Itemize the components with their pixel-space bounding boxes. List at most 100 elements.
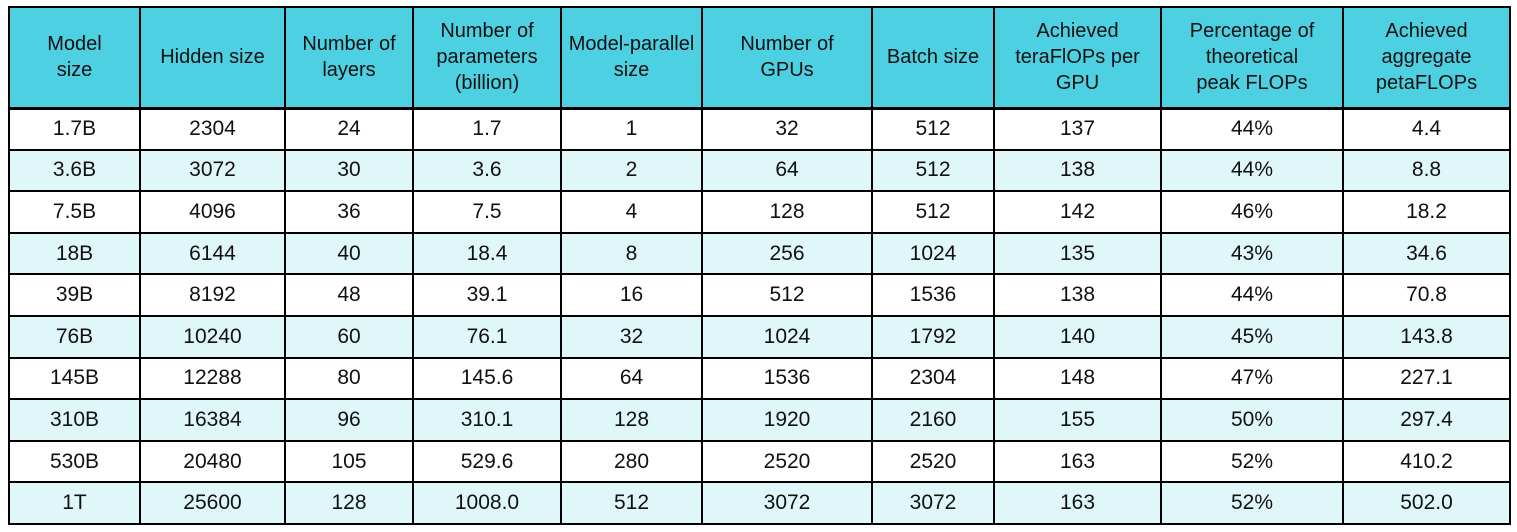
table-cell: 39.1	[412, 273, 562, 317]
table-cell: 1920	[701, 398, 873, 442]
table-cell: 52%	[1160, 439, 1344, 484]
table-cell: 39B	[8, 273, 141, 317]
column-header: Batch size	[871, 6, 995, 110]
table-cell: 24	[284, 107, 414, 151]
table-row: 3.6B 3072 30 3.6 2 64 512 138 44% 8.8	[8, 148, 1511, 193]
table-cell: 76.1	[412, 314, 562, 359]
table-cell: 138	[993, 148, 1162, 193]
table-cell: 2304	[871, 356, 995, 401]
table-cell: 34.6	[1342, 231, 1511, 276]
table-cell: 502.0	[1342, 481, 1511, 525]
table-cell: 4.4	[1342, 107, 1511, 151]
table-cell: 4	[560, 190, 703, 234]
table-cell: 297.4	[1342, 398, 1511, 442]
table-cell: 44%	[1160, 273, 1344, 317]
table-cell: 40	[284, 231, 414, 276]
table-cell: 36	[284, 190, 414, 234]
table-cell: 1.7	[412, 107, 562, 151]
table-cell: 7.5B	[8, 190, 141, 234]
header-row: Model size Hidden size Number of layers Num…	[8, 6, 1511, 110]
table-cell: 18.2	[1342, 190, 1511, 234]
table-cell: 10240	[139, 314, 286, 359]
column-header: Achieved teraFlOPs per GPU	[993, 6, 1162, 110]
table-header: Model size Hidden size Number of layers Num…	[8, 6, 1511, 110]
table-cell: 135	[993, 231, 1162, 276]
table-cell: 1536	[701, 356, 873, 401]
table-cell: 280	[560, 439, 703, 484]
table-cell: 44%	[1160, 148, 1344, 193]
table-cell: 512	[871, 148, 995, 193]
table-row: 310B 16384 96 310.1 128 1920 2160 155 50% 297.4	[8, 398, 1511, 442]
table-cell: 163	[993, 439, 1162, 484]
table-cell: 30	[284, 148, 414, 193]
table-cell: 4096	[139, 190, 286, 234]
table-cell: 1536	[871, 273, 995, 317]
table-cell: 43%	[1160, 231, 1344, 276]
table-cell: 163	[993, 481, 1162, 525]
table-cell: 148	[993, 356, 1162, 401]
column-header: Number of parameters (billion)	[412, 6, 562, 110]
table-cell: 76B	[8, 314, 141, 359]
table-cell: 1	[560, 107, 703, 151]
table-row: 145B 12288 80 145.6 64 1536 2304 148 47% 227.1	[8, 356, 1511, 401]
table-cell: 2520	[871, 439, 995, 484]
table-cell: 18.4	[412, 231, 562, 276]
column-header: Model size	[8, 6, 141, 110]
model-scaling-table: Model size Hidden size Number of layers Num…	[8, 6, 1511, 525]
table-cell: 2520	[701, 439, 873, 484]
table-cell: 32	[701, 107, 873, 151]
table-cell: 512	[871, 107, 995, 151]
table-cell: 137	[993, 107, 1162, 151]
table-cell: 47%	[1160, 356, 1344, 401]
table-cell: 128	[284, 481, 414, 525]
table-cell: 310.1	[412, 398, 562, 442]
table-row: 18B 6144 40 18.4 8 256 1024 135 43% 34.6	[8, 231, 1511, 276]
table-cell: 7.5	[412, 190, 562, 234]
table-cell: 44%	[1160, 107, 1344, 151]
table-cell: 310B	[8, 398, 141, 442]
table-cell: 2	[560, 148, 703, 193]
column-header: Model-parallel size	[560, 6, 703, 110]
table-cell: 227.1	[1342, 356, 1511, 401]
table-cell: 45%	[1160, 314, 1344, 359]
column-header: Hidden size	[139, 6, 286, 110]
table-body: 1.7B 2304 24 1.7 1 32 512 137 44% 4.4 3.6B 3072 30 3.…	[8, 107, 1511, 525]
table-row: 7.5B 4096 36 7.5 4 128 512 142 46% 18.2	[8, 190, 1511, 234]
table-cell: 60	[284, 314, 414, 359]
table-cell: 155	[993, 398, 1162, 442]
table-cell: 2160	[871, 398, 995, 442]
table-cell: 64	[560, 356, 703, 401]
table-cell: 18B	[8, 231, 141, 276]
table-cell: 20480	[139, 439, 286, 484]
table-cell: 256	[701, 231, 873, 276]
column-header: Achieved aggregate petaFLOPs	[1342, 6, 1511, 110]
table-cell: 105	[284, 439, 414, 484]
table-cell: 8.8	[1342, 148, 1511, 193]
table-cell: 3.6B	[8, 148, 141, 193]
column-header: Percentage of theoretical peak FLOPs	[1160, 6, 1344, 110]
table-cell: 1792	[871, 314, 995, 359]
table-cell: 138	[993, 273, 1162, 317]
table-cell: 96	[284, 398, 414, 442]
table-row: 39B 8192 48 39.1 16 512 1536 138 44% 70.8	[8, 273, 1511, 317]
table-row: 530B 20480 105 529.6 280 2520 2520 163 52% 410.2	[8, 439, 1511, 484]
table-cell: 8192	[139, 273, 286, 317]
table-row: 1.7B 2304 24 1.7 1 32 512 137 44% 4.4	[8, 107, 1511, 151]
table-cell: 12288	[139, 356, 286, 401]
table-cell: 1.7B	[8, 107, 141, 151]
table-cell: 145B	[8, 356, 141, 401]
table-cell: 3072	[871, 481, 995, 525]
table-cell: 50%	[1160, 398, 1344, 442]
table-cell: 6144	[139, 231, 286, 276]
table-cell: 512	[871, 190, 995, 234]
table-row: 1T 25600 128 1008.0 512 3072 3072 163 52% 502.0	[8, 481, 1511, 525]
table-cell: 16384	[139, 398, 286, 442]
table-cell: 1008.0	[412, 481, 562, 525]
table-cell: 3.6	[412, 148, 562, 193]
table-cell: 140	[993, 314, 1162, 359]
table-cell: 3072	[701, 481, 873, 525]
table-cell: 1024	[701, 314, 873, 359]
table-cell: 64	[701, 148, 873, 193]
table-cell: 8	[560, 231, 703, 276]
